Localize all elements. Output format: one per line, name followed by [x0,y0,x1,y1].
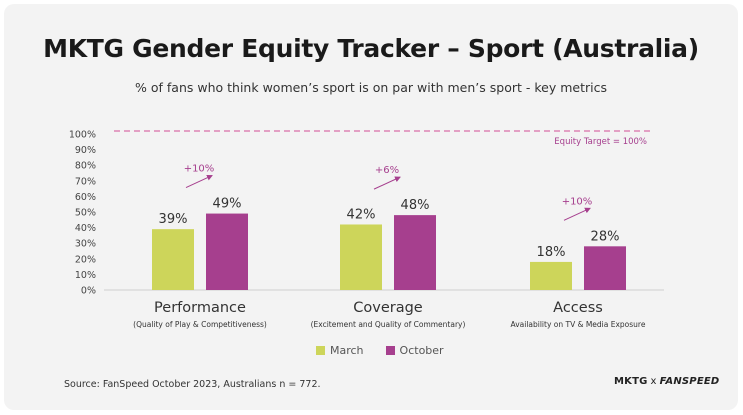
page-title: MKTG Gender Equity Tracker – Sport (Aust… [43,34,699,63]
category-subtitle: (Excitement and Quality of Commentary) [310,320,466,329]
bar-value-label: 28% [591,229,620,244]
change-arrow [373,176,401,190]
y-tick-label: 70% [75,176,96,187]
equity-target-label: Equity Target = 100% [554,137,647,147]
y-tick-label: 0% [81,286,96,297]
legend-item-march: March [316,344,364,357]
category-subtitle: Availability on TV & Media Exposure [510,320,646,329]
page-subtitle: % of fans who think women’s sport is on … [135,80,607,95]
y-tick-label: 40% [75,223,96,234]
bar-value-label: 42% [347,207,376,222]
category-label: Access [553,300,603,316]
category-subtitle: (Quality of Play & Competitiveness) [133,320,267,329]
logo-mktg: MKTG [614,376,648,387]
bar-chart: 0% 10% 20% 30% 40% 50% 60% 70% 80% 90% 100% Equity … [69,130,664,297]
bar-october [206,213,248,290]
y-tick-label: 20% [75,254,96,265]
legend-label-march: March [330,344,364,357]
y-tick-label: 10% [75,270,96,281]
bar-value-label: 18% [537,245,566,260]
brand-logo: MKTG x FANSPEED [614,376,719,387]
change-label: +10% [184,164,215,175]
legend-swatch-march [316,346,325,355]
legend-label-october: October [399,344,444,357]
y-tick-label: 100% [69,130,96,141]
change-label: +6% [375,165,399,176]
logo-separator: x [650,376,657,387]
bar-october [394,215,436,290]
bar-value-label: 39% [159,212,188,227]
y-tick-label: 50% [75,208,96,219]
bar-october [584,246,626,290]
chart-legend: March October [316,344,444,357]
y-tick-label: 90% [75,145,96,156]
chart-frame: MKTG Gender Equity Tracker – Sport (Aust… [4,4,738,410]
y-tick-label: 30% [75,239,96,250]
bar-march [152,229,194,290]
bar-value-label: 49% [213,197,242,212]
bar-value-label: 48% [401,198,430,213]
category-label: Performance [154,300,246,316]
legend-item-october: October [385,344,444,357]
source-note: Source: FanSpeed October 2023, Australia… [64,379,321,390]
legend-swatch-october [385,346,395,355]
logo-fanspeed: FANSPEED [659,376,720,387]
change-label: +10% [562,196,593,207]
bar-march [340,224,382,290]
change-arrow [185,174,213,189]
y-tick-label: 80% [75,161,96,172]
category-label: Coverage [353,300,423,316]
change-arrow [563,207,591,221]
bar-march [530,261,572,290]
y-tick-label: 60% [75,192,96,203]
